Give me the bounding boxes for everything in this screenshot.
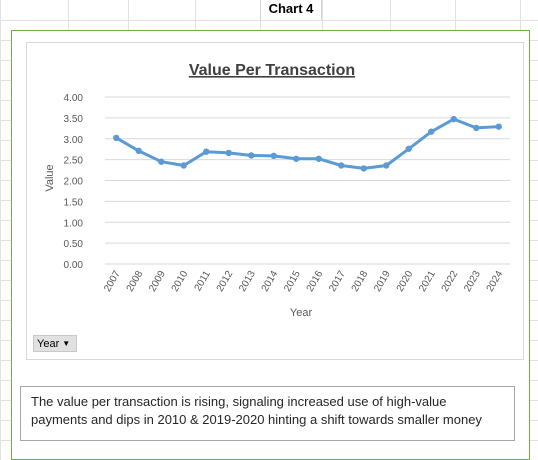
y-tick-label: 1.50 bbox=[64, 197, 84, 208]
data-point bbox=[495, 123, 502, 130]
x-tick-label: 2018 bbox=[350, 269, 371, 294]
chart-title: Value Per Transaction bbox=[189, 62, 355, 79]
x-tick-label: 2020 bbox=[395, 269, 416, 294]
x-tick-label: 2014 bbox=[260, 269, 281, 294]
data-point bbox=[203, 148, 210, 155]
field-button-label: Year bbox=[37, 338, 60, 350]
data-point bbox=[113, 134, 120, 142]
y-tick-label: 4.00 bbox=[64, 93, 84, 104]
y-tick-label: 0.50 bbox=[64, 239, 84, 250]
y-tick-labels: 0.00 0.50 1.00 1.50 2.00 2.50 3.00 3.50 4.00 bbox=[64, 93, 84, 271]
y-tick-label: 2.50 bbox=[64, 156, 84, 167]
data-point bbox=[428, 128, 435, 135]
y-axis-title: Value bbox=[44, 164, 56, 191]
data-point bbox=[158, 158, 165, 165]
x-tick-label: 2012 bbox=[215, 269, 236, 294]
data-point bbox=[473, 124, 480, 132]
x-tick-label: 2024 bbox=[485, 269, 506, 294]
chart-sheet-title: Chart 4 bbox=[260, 0, 322, 20]
x-axis-title: Year bbox=[290, 307, 313, 319]
x-tick-label: 2019 bbox=[372, 269, 393, 294]
chart-area[interactable]: 0.00 0.50 1.00 1.50 2.00 2.50 3.00 3.50 4.00 200… bbox=[26, 42, 524, 360]
data-point bbox=[360, 165, 367, 172]
data-point bbox=[270, 152, 277, 160]
x-tick-label: 2021 bbox=[417, 269, 438, 294]
data-point bbox=[293, 155, 300, 162]
data-point bbox=[405, 145, 412, 152]
x-tick-label: 2016 bbox=[305, 269, 326, 294]
x-tick-label: 2022 bbox=[440, 269, 461, 294]
x-tick-label: 2008 bbox=[125, 269, 146, 294]
x-tick-label: 2017 bbox=[327, 269, 348, 294]
line-chart: 0.00 0.50 1.00 1.50 2.00 2.50 3.00 3.50 4.00 200… bbox=[44, 62, 510, 319]
year-field-button[interactable]: Year ▼ bbox=[33, 335, 77, 352]
data-points bbox=[113, 115, 502, 172]
x-tick-label: 2010 bbox=[170, 269, 191, 294]
x-tick-label: 2023 bbox=[462, 269, 483, 294]
y-tick-label: 3.00 bbox=[64, 135, 84, 146]
x-tick-label: 2015 bbox=[282, 269, 303, 294]
y-tick-label: 3.50 bbox=[64, 114, 84, 125]
data-point bbox=[450, 115, 457, 123]
data-point bbox=[315, 155, 322, 162]
y-tick-label: 0.00 bbox=[64, 260, 84, 271]
data-point bbox=[248, 152, 255, 159]
data-point bbox=[135, 147, 142, 155]
data-point bbox=[338, 162, 345, 169]
commentary-text-box[interactable]: The value per transaction is rising, sig… bbox=[20, 386, 515, 441]
data-point bbox=[225, 149, 232, 157]
y-tick-label: 2.00 bbox=[64, 177, 84, 188]
x-tick-label: 2009 bbox=[147, 269, 168, 294]
x-tick-label: 2013 bbox=[237, 269, 258, 294]
series-line bbox=[114, 117, 501, 170]
data-point bbox=[383, 162, 390, 169]
data-point bbox=[180, 162, 187, 169]
dropdown-arrow-icon: ▼ bbox=[62, 339, 71, 348]
x-tick-label: 2011 bbox=[193, 269, 213, 294]
commentary-text: The value per transaction is rising, sig… bbox=[31, 394, 482, 427]
x-tick-labels: 2007 2008 2009 2010 2011 2012 2013 2014 2015 2016… bbox=[102, 269, 505, 294]
y-tick-label: 1.00 bbox=[64, 218, 84, 229]
x-tick-label: 2007 bbox=[102, 269, 123, 294]
